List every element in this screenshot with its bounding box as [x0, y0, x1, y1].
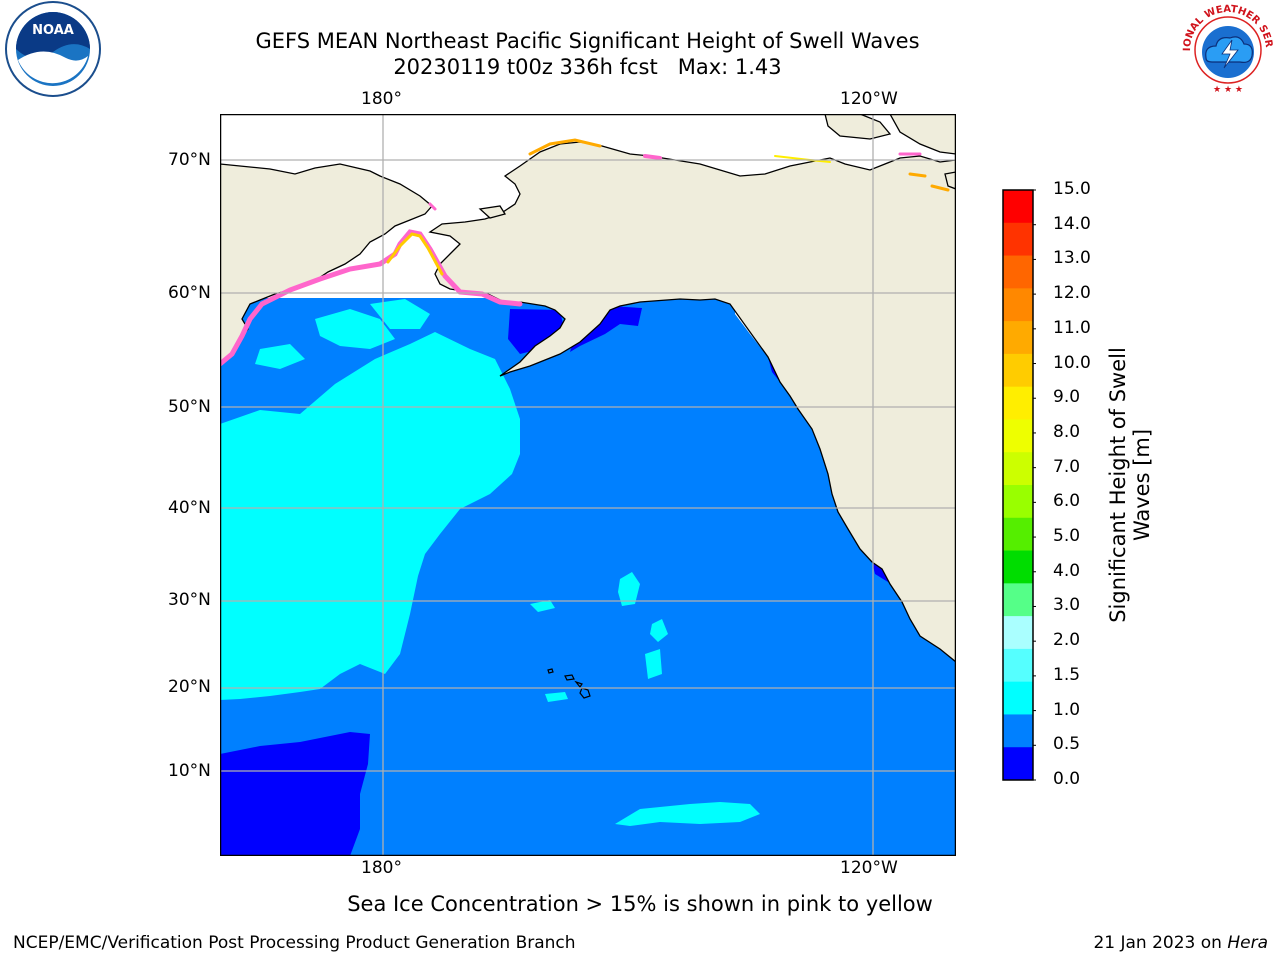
- noaa-logo-text: NOAA: [32, 23, 74, 38]
- colorbar-tick-label: 12.0: [1053, 283, 1091, 304]
- lat-label-50n: 50°N: [168, 397, 211, 417]
- colorbar-tick-label: 9.0: [1053, 387, 1081, 408]
- colorbar-tick-label: 6.0: [1053, 491, 1081, 512]
- colorbar-segment: [1003, 714, 1033, 748]
- colorbar-segment: [1003, 222, 1033, 257]
- lon-label-bottom-180: 180°: [361, 858, 402, 878]
- hawaii-islands: [547, 668, 591, 699]
- colorbar-segment: [1003, 452, 1033, 486]
- colorbar-title-line1: Significant Height of Swell: [1106, 347, 1130, 623]
- lat-label-30n: 30°N: [168, 590, 211, 610]
- lon-label-bottom-120w: 120°W: [840, 858, 898, 878]
- colorbar-segment: [1003, 353, 1033, 388]
- footer-date: 21 Jan 2023 on: [1093, 933, 1228, 953]
- colorbar-tick-label: 0.5: [1053, 734, 1081, 755]
- colorbar-segment: [1003, 321, 1033, 355]
- colorbar-title-line2: Waves [m]: [1130, 428, 1154, 542]
- colorbar-tick-label: 2.0: [1053, 630, 1081, 651]
- chart-title: GEFS MEAN Northeast Pacific Significant …: [255, 29, 920, 53]
- colorbar-segment: [1003, 255, 1033, 289]
- nws-logo: NATIONAL WEATHER SERVICE ★ ★ ★: [1178, 0, 1275, 97]
- colorbar-segment: [1003, 485, 1033, 519]
- map-panel: [220, 114, 956, 856]
- colorbar-tick-label: 15.0: [1053, 179, 1091, 199]
- lat-label-40n: 40°N: [168, 498, 211, 518]
- colorbar-segment: [1003, 747, 1033, 781]
- lat-label-70n: 70°N: [168, 150, 211, 170]
- colorbar-tick-label: 3.0: [1053, 595, 1081, 616]
- swell-cyan-regions: [220, 299, 760, 826]
- footer-right: 21 Jan 2023 on Hera: [1093, 933, 1268, 953]
- colorbar-segment: [1003, 386, 1033, 420]
- colorbar-segment: [1003, 190, 1033, 224]
- colorbar-segment: [1003, 648, 1033, 683]
- colorbar-segment: [1003, 550, 1033, 584]
- colorbar-tick-label: 1.5: [1053, 664, 1081, 685]
- chart-subtitle: 20230119 t00z 336h fcst Max: 1.43: [393, 55, 782, 79]
- graticule: [220, 114, 956, 856]
- sea-ice-note: Sea Ice Concentration > 15% is shown in …: [347, 892, 933, 916]
- footer-left: NCEP/EMC/Verification Post Processing Pr…: [13, 933, 576, 953]
- colorbar-segment: [1003, 616, 1033, 650]
- svg-text:★ ★ ★: ★ ★ ★: [1213, 85, 1243, 95]
- colorbar-tick-label: 4.0: [1053, 560, 1081, 581]
- colorbar-title: Significant Height of Swell Waves [m]: [1106, 347, 1154, 623]
- colorbar-frame: [1002, 189, 1034, 781]
- colorbar-segment: [1003, 419, 1033, 453]
- footer-host: Hera: [1227, 933, 1268, 953]
- colorbar-segment: [1003, 681, 1033, 715]
- colorbar-tick-label: 0.0: [1053, 769, 1081, 789]
- lat-label-10n: 10°N: [168, 761, 211, 781]
- colorbar: [1002, 189, 1036, 781]
- colorbar-tick-label: 1.0: [1053, 699, 1081, 720]
- colorbar-tick-label: 14.0: [1053, 213, 1091, 234]
- sea-ice-edge: [220, 138, 950, 367]
- lat-label-20n: 20°N: [168, 677, 211, 697]
- lat-label-60n: 60°N: [168, 283, 211, 303]
- lon-label-top-120w: 120°W: [840, 89, 898, 109]
- colorbar-tick-label: 5.0: [1053, 526, 1081, 547]
- colorbar-segment: [1003, 288, 1033, 322]
- colorbar-segment: [1003, 517, 1033, 552]
- colorbar-tick-label: 10.0: [1053, 352, 1091, 373]
- noaa-logo: NOAA: [5, 1, 101, 97]
- colorbar-tick-label: 13.0: [1053, 248, 1091, 269]
- colorbar-tick-label: 11.0: [1053, 317, 1091, 338]
- colorbar-segment: [1003, 583, 1033, 617]
- land-masses: [220, 114, 956, 663]
- lon-label-top-180: 180°: [361, 89, 402, 109]
- map-frame: [220, 114, 956, 856]
- colorbar-tick-label: 7.0: [1053, 456, 1081, 477]
- colorbar-tick-label: 8.0: [1053, 421, 1081, 442]
